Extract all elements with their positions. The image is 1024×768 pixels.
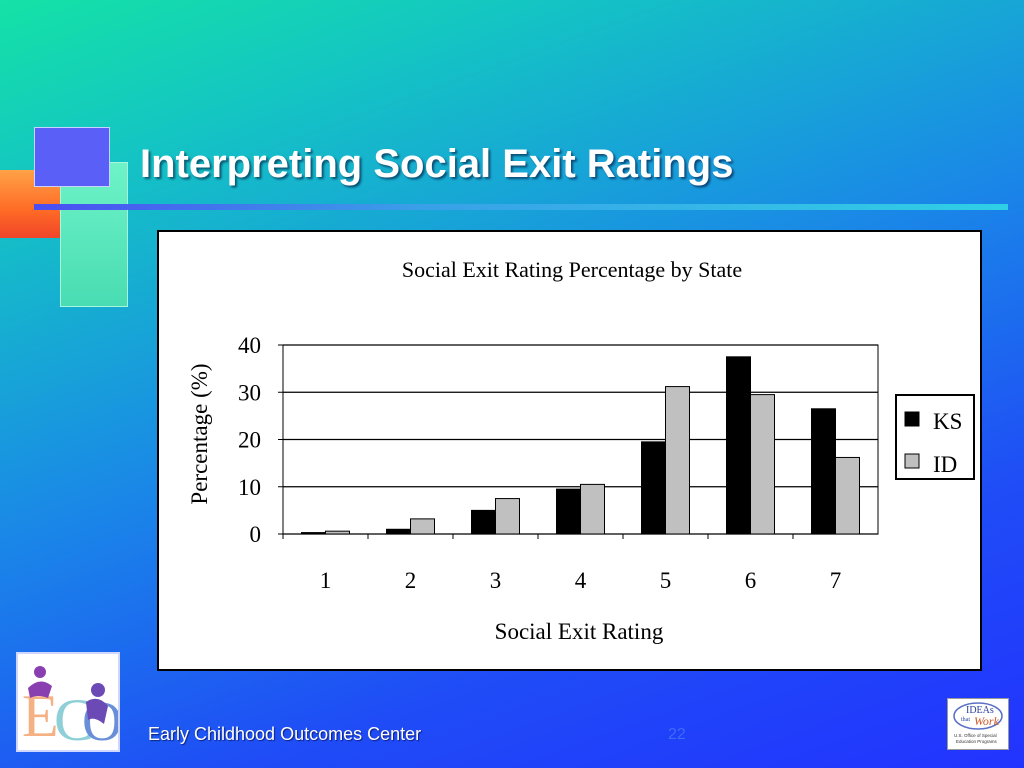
bar-id-2 (410, 518, 435, 535)
svg-text:that: that (961, 717, 970, 723)
legend-swatch-id (904, 453, 920, 469)
bar-chart: Social Exit Rating Percentage by State 0… (187, 257, 975, 644)
bar-ks-7 (811, 408, 836, 535)
y-tick-label: 20 (238, 428, 261, 453)
bar-id-1 (325, 530, 350, 535)
svg-text:Education Programs: Education Programs (956, 739, 998, 744)
bar-ks-1 (301, 532, 326, 535)
x-tick-label: 4 (575, 568, 587, 593)
bar-ks-2 (386, 528, 411, 535)
bar-id-6 (750, 394, 775, 535)
legend-label-id: ID (933, 452, 957, 477)
x-tick-label: 5 (660, 568, 672, 593)
decor-blue-square (34, 127, 110, 187)
x-tick-label: 6 (745, 568, 757, 593)
ideas-that-work-logo: IDEAs that Work U.S. Office of Special E… (947, 698, 1009, 750)
legend: KS ID (895, 394, 975, 480)
bar-ks-6 (726, 356, 751, 535)
svg-text:IDEAs: IDEAs (966, 705, 994, 716)
x-axis-label: Social Exit Rating (495, 619, 664, 644)
svg-text:Work: Work (974, 714, 1000, 728)
slide-title: Interpreting Social Exit Ratings (140, 142, 734, 186)
y-tick-label: 10 (238, 475, 261, 500)
legend-label-ks: KS (933, 409, 962, 434)
bar-id-5 (665, 386, 690, 535)
y-tick-label: 40 (238, 333, 261, 358)
title-underline (34, 204, 1008, 210)
y-tick-label: 30 (238, 380, 261, 405)
bar-ks-5 (641, 441, 666, 535)
y-axis-label: Percentage (%) (187, 363, 212, 504)
bar-ks-4 (556, 488, 581, 535)
chart-title: Social Exit Rating Percentage by State (402, 257, 742, 282)
bar-id-4 (580, 483, 605, 535)
eco-logo: E C O (16, 652, 122, 753)
legend-swatch-ks (904, 411, 920, 427)
y-tick-label: 0 (250, 522, 262, 547)
bar-id-3 (495, 498, 520, 535)
bar-id-7 (835, 456, 860, 535)
page-number: 22 (668, 726, 686, 743)
x-tick-label: 7 (830, 568, 842, 593)
bar-ks-3 (471, 509, 496, 535)
chart-frame: Social Exit Rating Percentage by State 0… (157, 230, 982, 671)
x-tick-label: 2 (405, 568, 417, 593)
footer-organization: Early Childhood Outcomes Center (148, 724, 422, 744)
x-tick-label: 3 (490, 568, 502, 593)
svg-text:U.S. Office of Special: U.S. Office of Special (954, 733, 997, 738)
x-tick-label: 1 (320, 568, 332, 593)
svg-text:C: C (54, 687, 94, 750)
